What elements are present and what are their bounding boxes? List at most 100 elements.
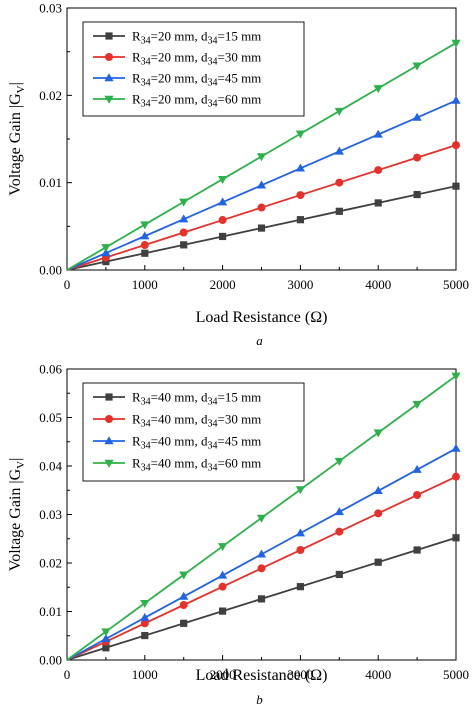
- legend-label: R34=20 mm, d34=60 mm: [132, 92, 261, 110]
- y-axis-label-main: Voltage Gain |G: [7, 468, 24, 571]
- legend-subscript: 34: [207, 397, 217, 408]
- x-tick-label: 2000: [210, 277, 236, 292]
- x-tick-label: 4000: [365, 277, 391, 292]
- legend-text: =15 mm: [217, 390, 261, 405]
- x-tick-label: 1000: [132, 277, 158, 292]
- data-point: [413, 491, 422, 500]
- data-point: [374, 558, 382, 566]
- legend-marker: [104, 95, 114, 104]
- legend-text: =40 mm, d: [151, 456, 208, 471]
- data-point: [412, 62, 422, 71]
- data-point: [141, 631, 149, 640]
- y-tick-label: 0.03: [39, 1, 62, 16]
- data-point: [256, 549, 267, 558]
- data-point: [451, 372, 461, 381]
- y-tick-label: 0.01: [39, 604, 62, 619]
- data-point: [179, 228, 188, 237]
- x-tick-label: 2000: [210, 667, 236, 682]
- data-point: [140, 599, 150, 608]
- legend-marker: [105, 393, 113, 401]
- legend-subscript: 34: [141, 463, 151, 474]
- y-axis-label-end: |: [7, 458, 24, 461]
- data-point: [451, 443, 461, 452]
- data-point: [218, 175, 228, 184]
- legend-subscript: 34: [141, 441, 151, 452]
- legend-text: R: [132, 434, 141, 449]
- legend-subscript: 34: [141, 36, 151, 47]
- legend-text: R: [132, 71, 141, 86]
- legend-label: R34=20 mm, d34=30 mm: [132, 50, 261, 68]
- data-point: [218, 582, 227, 591]
- legend-label: R34=40 mm, d34=30 mm: [132, 412, 261, 430]
- legend-text: =20 mm, d: [151, 92, 208, 107]
- legend-subscript: 34: [207, 78, 217, 89]
- series-1: [66, 141, 460, 271]
- y-tick-label: 0.06: [39, 362, 62, 377]
- data-point: [452, 141, 460, 150]
- legend-text: =40 mm, d: [151, 390, 208, 405]
- y-tick-label: 0.01: [39, 175, 62, 190]
- data-point: [257, 564, 266, 573]
- data-point: [452, 534, 460, 542]
- data-point: [413, 546, 421, 554]
- y-tick-label: 0.04: [39, 459, 62, 474]
- y-axis-label: Voltage Gain |GV|: [7, 458, 27, 572]
- legend-text: R: [132, 390, 141, 405]
- legend-marker: [104, 73, 114, 82]
- data-point: [335, 178, 344, 187]
- legend-subscript: 34: [207, 57, 217, 68]
- legend-text: =40 mm, d: [151, 412, 208, 427]
- legend-entry: R34=40 mm, d34=15 mm: [93, 390, 261, 408]
- data-point: [373, 129, 383, 138]
- legend-subscript: 34: [141, 57, 151, 68]
- legend-text: =20 mm, d: [151, 50, 208, 65]
- x-tick-label: 0: [64, 277, 71, 292]
- data-point: [295, 163, 305, 172]
- series-3: [66, 39, 461, 271]
- data-point: [296, 583, 304, 591]
- data-point: [256, 514, 267, 523]
- data-point: [374, 509, 383, 518]
- legend-entry: R34=20 mm, d34=60 mm: [93, 92, 261, 110]
- data-point: [218, 543, 228, 552]
- legend-subscript: 34: [207, 441, 217, 452]
- x-tick-label: 5000: [443, 667, 469, 682]
- data-point: [451, 95, 461, 104]
- data-point: [334, 457, 344, 466]
- legend-text: =45 mm: [217, 71, 261, 86]
- data-point: [140, 221, 150, 230]
- data-point: [218, 216, 227, 225]
- legend-subscript: 34: [207, 419, 217, 430]
- legend-entry: R34=40 mm, d34=60 mm: [93, 456, 261, 474]
- data-point: [451, 39, 461, 48]
- legend-text: =40 mm, d: [151, 434, 208, 449]
- data-point: [334, 507, 344, 516]
- legend-marker: [105, 32, 113, 40]
- legend-subscript: 34: [141, 419, 151, 430]
- legend-label: R34=40 mm, d34=60 mm: [132, 456, 261, 474]
- data-point: [219, 232, 227, 241]
- data-point: [296, 546, 305, 555]
- data-point: [141, 249, 149, 257]
- data-point: [256, 180, 267, 189]
- data-point: [140, 612, 150, 621]
- legend-text: R: [132, 456, 141, 471]
- data-point: [373, 429, 383, 438]
- data-point: [101, 248, 111, 257]
- y-tick-label: 0.02: [39, 556, 62, 571]
- data-point: [373, 486, 383, 495]
- legend-text: =20 mm, d: [151, 29, 208, 44]
- panel-caption: a: [256, 333, 263, 348]
- legend-text: =45 mm: [217, 434, 261, 449]
- legend-marker: [105, 415, 113, 423]
- legend-subscript: 34: [207, 36, 217, 47]
- data-point: [452, 472, 460, 481]
- data-point: [257, 595, 266, 603]
- data-point: [218, 570, 228, 579]
- legend-text: =20 mm, d: [151, 71, 208, 86]
- legend-entry: R34=40 mm, d34=30 mm: [93, 412, 261, 430]
- legend-subscript: 34: [141, 78, 151, 89]
- data-point: [374, 166, 383, 175]
